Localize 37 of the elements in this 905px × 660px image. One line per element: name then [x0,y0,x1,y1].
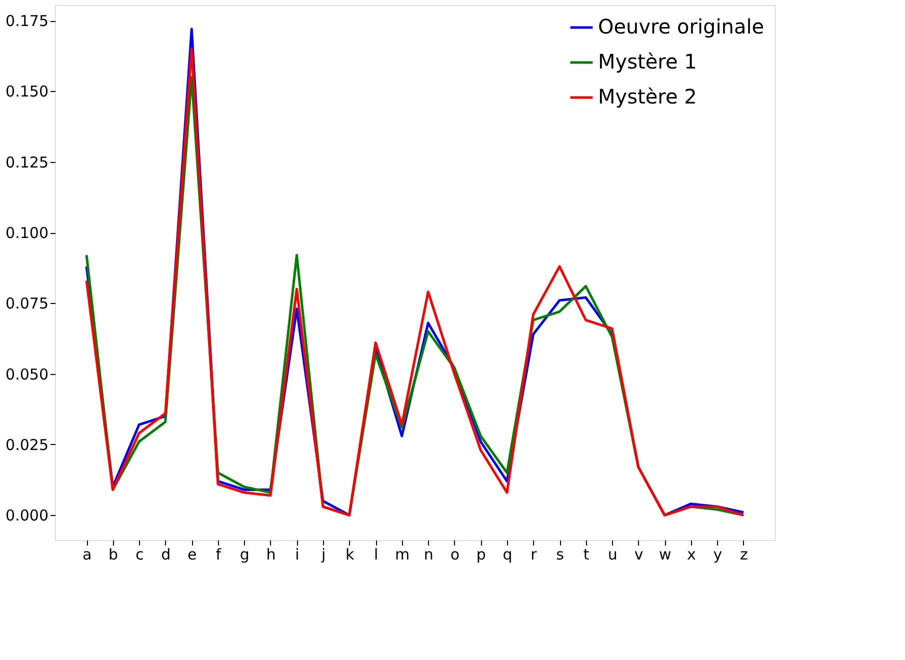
x-tick-label: m [395,546,410,564]
x-tick-label: a [82,546,92,564]
x-tick-label: y [713,546,722,564]
x-tick-label: r [530,546,538,564]
y-tick-label: 0.150 [6,82,48,101]
x-tick-label: v [634,546,644,564]
y-tick-label: 0.000 [6,506,48,525]
x-tick-label: h [266,546,276,564]
x-tick-label: k [345,546,354,564]
x-tick-label: x [686,546,696,564]
x-tick-label: t [583,546,590,564]
x-tick-label: o [450,546,460,564]
legend-label: Mystère 1 [598,50,697,74]
x-tick-label: c [135,546,144,564]
x-tick-label: p [476,546,486,564]
y-tick-label: 0.025 [6,436,48,454]
x-tick-label: w [658,546,672,564]
x-tick-label: j [320,546,326,564]
x-tick-label: l [374,546,378,564]
x-tick-label: b [108,546,118,564]
y-tick-label: 0.050 [6,365,48,384]
x-tick-label: g [240,546,250,564]
x-tick-label: f [216,546,222,564]
legend-label: Oeuvre originale [598,14,764,38]
x-tick-label: s [556,546,564,564]
legend-label: Mystère 2 [598,84,697,108]
x-tick-label: d [161,546,171,564]
y-tick-label: 0.175 [6,12,48,30]
x-tick-label: q [502,546,512,564]
y-tick-label: 0.125 [6,153,48,172]
y-tick-label: 0.100 [6,224,48,242]
x-tick-label: z [740,546,748,564]
x-tick-label: u [608,546,618,564]
x-tick-label: i [295,546,300,564]
x-tick-label: n [424,546,434,564]
y-tick-label: 0.075 [6,294,48,313]
x-tick-label: e [188,546,197,564]
